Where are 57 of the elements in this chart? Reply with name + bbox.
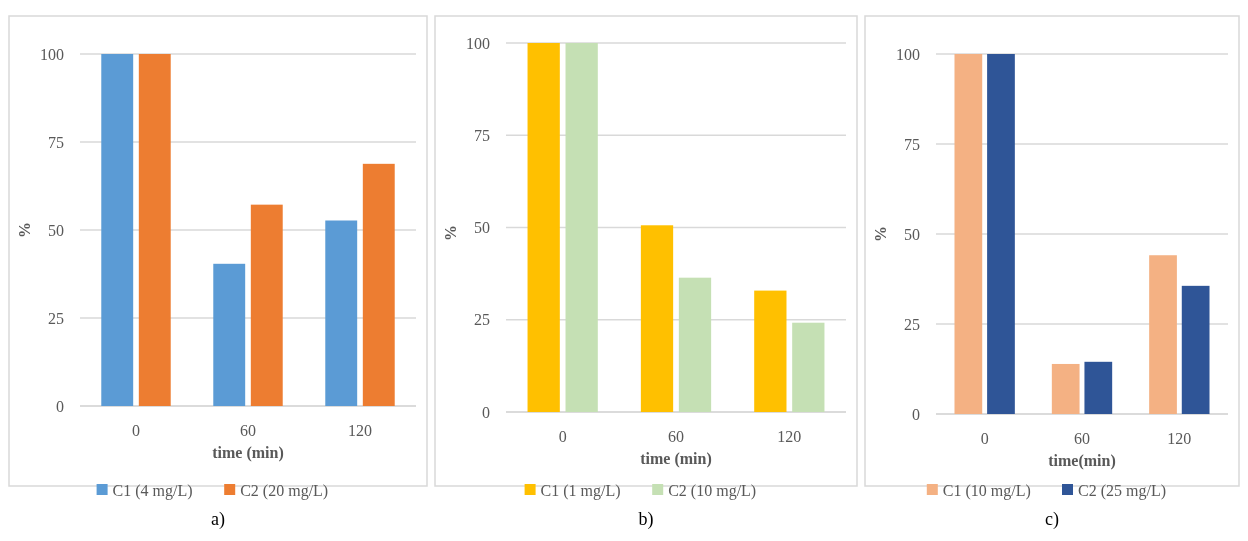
x-tick-label: 120 <box>348 422 372 439</box>
x-tick-label: 120 <box>777 428 802 445</box>
y-tick-label: 25 <box>48 309 64 327</box>
x-axis-title: time(min) <box>1048 452 1116 470</box>
text: b) <box>638 509 654 530</box>
x-tick-label: 0 <box>980 430 989 447</box>
legend-label: C2 (20 mg/L) <box>240 481 329 500</box>
x-tick-label: 0 <box>132 422 140 439</box>
bar <box>138 54 171 406</box>
bar <box>527 43 560 412</box>
bar <box>1181 285 1210 414</box>
y-axis-title: % <box>16 222 33 238</box>
bar <box>792 322 825 412</box>
bar <box>1084 361 1113 414</box>
bar <box>101 54 134 406</box>
bar <box>678 277 712 412</box>
y-tick-label: 25 <box>904 315 920 333</box>
x-tick-label: 60 <box>240 422 256 439</box>
legend-label: C2 (10 mg/L) <box>668 481 757 500</box>
y-tick-label: 0 <box>912 405 920 423</box>
bar <box>250 204 283 406</box>
bar <box>987 54 1015 414</box>
y-tick-label: 50 <box>904 225 920 243</box>
legend-label: C2 (25 mg/L) <box>1078 481 1166 500</box>
x-axis-title: time (min) <box>640 450 712 468</box>
y-tick-label: 50 <box>474 219 490 237</box>
x-axis-title: time (min) <box>212 444 284 462</box>
bar <box>640 225 674 412</box>
y-tick-label: 25 <box>474 311 490 329</box>
y-tick-label: 50 <box>48 221 64 239</box>
y-tick-label: 75 <box>48 133 64 151</box>
y-axis-title: % <box>442 225 459 241</box>
y-tick-label: 75 <box>904 135 920 153</box>
y-tick-label: 75 <box>474 126 490 144</box>
bar <box>325 220 358 406</box>
bar <box>362 163 395 406</box>
y-tick-label: 100 <box>896 45 920 63</box>
bar <box>213 263 246 406</box>
text: a) <box>211 509 225 530</box>
y-tick-label: 0 <box>56 397 64 415</box>
legend-label: C1 (4 mg/L) <box>112 481 193 500</box>
bar <box>1149 255 1177 414</box>
x-tick-label: 60 <box>1074 430 1090 447</box>
bar <box>954 54 983 414</box>
x-tick-label: 120 <box>1167 430 1192 447</box>
bar <box>754 290 787 412</box>
y-tick-label: 100 <box>466 34 490 52</box>
y-axis-title: % <box>872 226 889 242</box>
legend-label: C1 (1 mg/L) <box>540 481 621 500</box>
x-tick-label: 0 <box>558 428 567 445</box>
x-tick-label: 60 <box>668 428 684 445</box>
bar <box>1051 363 1080 414</box>
y-tick-label: 100 <box>40 45 64 63</box>
text: c) <box>1045 509 1059 530</box>
bar <box>565 43 598 412</box>
legend-label: C1 (10 mg/L) <box>942 481 1031 500</box>
y-tick-label: 0 <box>482 403 490 421</box>
